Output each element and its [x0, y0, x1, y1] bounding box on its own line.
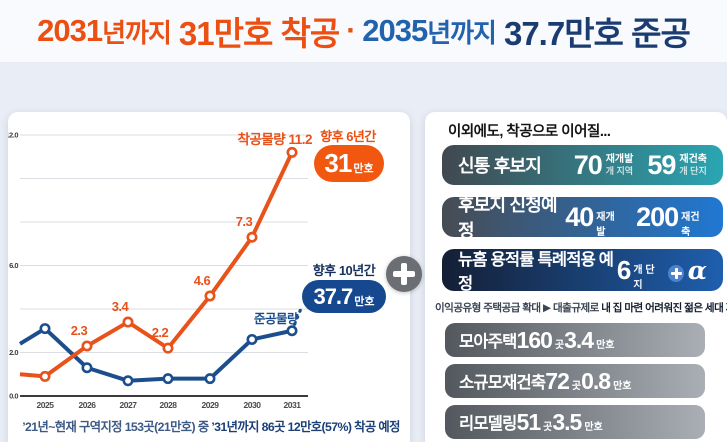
row2-reconstruction-count: 200	[636, 201, 679, 232]
badge-6yr-number: 31	[324, 148, 352, 178]
row1-g1-top: 재개발	[605, 154, 634, 166]
row1-reconstruction-unit: 재건축 개 단지	[679, 154, 707, 176]
row4-count: 160	[516, 326, 553, 353]
svg-text:2031: 2031	[284, 400, 302, 410]
row5-label: 소규모재건축	[459, 374, 546, 392]
footnote-bold: ’31년까지 86곳 12만호(57%) 착공 예정	[211, 420, 400, 434]
svg-text:12.0: 12.0	[8, 131, 18, 140]
row1-g2-top: 재건축	[679, 154, 707, 166]
title-completion-volume: 37.7만호 준공	[503, 15, 691, 52]
line-chart: 12.0 6.0 2.0 0.0 2025 2026 2027 2028 2029 2030 203…	[8, 131, 308, 410]
svg-text:4.6: 4.6	[194, 273, 211, 288]
row2-label: 후보지 신청예정	[458, 195, 558, 241]
title-start-volume: 31만호 착공	[178, 15, 340, 52]
plus-icon-horizontal-bar	[393, 271, 415, 277]
row-moa-housing: 모아주택 160 곳 3.4 만호	[445, 323, 705, 357]
svg-text:2027: 2027	[120, 400, 138, 410]
row3-alpha: α	[687, 255, 708, 285]
svg-text:2030: 2030	[244, 400, 262, 410]
row5-count-unit: 곳	[571, 380, 582, 392]
row6-count: 51	[516, 408, 542, 435]
row1-redevelopment-unit: 재개발 개 지역	[606, 154, 634, 176]
caption-bold: 내 집 마련 어려워진 젊은 세대 지원	[601, 302, 727, 314]
chart-footnote: ’21년~현재 구역지정 153곳(21만호) 중 ’31년까지 86곳 12만…	[14, 417, 408, 435]
title-year-2035: 2035	[362, 13, 428, 48]
badge-10yr-number: 37.7	[313, 283, 353, 309]
row6-label: 리모델링	[459, 415, 517, 433]
svg-text:2028: 2028	[160, 400, 178, 410]
row4-label: 모아주택	[459, 333, 517, 351]
plus-icon	[386, 256, 422, 292]
title-year-2031: 2031	[37, 13, 103, 48]
svg-text:7.3: 7.3	[236, 214, 253, 229]
profit-share-caption: 이익공유형 주택공급 확대 ▶ 대출규제로 내 집 마련 어려워진 젊은 세대 …	[435, 300, 727, 315]
row-small-reconstruction: 소규모재건축 72 곳 0.8 만호	[445, 364, 705, 398]
row4-amount: 3.4	[564, 326, 594, 353]
caption-normal: 이익공유형 주택공급 확대 ▶ 대출규제로	[435, 302, 602, 314]
badge-6yr-title: 향후 6년간	[320, 129, 376, 144]
row1-redevelopment-count: 70	[573, 149, 603, 180]
svg-text:2026: 2026	[79, 400, 97, 410]
svg-text:2.2: 2.2	[152, 325, 169, 340]
badge-6yr-unit: 만호	[353, 162, 374, 175]
row-sintong-candidates: 신통 후보지 70 재개발 개 지역 59 재건축 개 단지	[442, 145, 723, 185]
badge-10yr-unit: 만호	[354, 295, 375, 308]
row2-reconstruction-unit: 재건축	[681, 212, 700, 238]
row1-label: 신통 후보지	[458, 156, 542, 176]
badge-6yr-value: 31 만호	[314, 145, 384, 182]
row-remodeling: 리모델링 51 곳 3.5 만호	[445, 405, 705, 439]
footnote-normal: ’21년~현재 구역지정 153곳(21만호) 중	[22, 420, 212, 434]
row3-label: 뉴홈 용적률 특례적용 예정	[458, 251, 614, 293]
chart-label-start-series: 착공물량 11.2	[237, 132, 313, 147]
row2-redevelopment-unit: 재개발	[596, 212, 615, 238]
page-title: 2031 년까지 31만호 착공 · 2035 년까지 37.7만호 준공	[0, 0, 727, 62]
chart-card: 12.0 6.0 2.0 0.0 2025 2026 2027 2028 2029 2030 203…	[8, 112, 410, 442]
svg-text:2.3: 2.3	[71, 323, 88, 338]
row4-count-unit: 곳	[554, 339, 565, 351]
chart-label-complete-series: 준공물량	[254, 312, 299, 326]
title-until-2: 년까지	[427, 17, 497, 48]
row1-reconstruction-count: 59	[647, 149, 676, 180]
row-newhome-far-exception: 뉴홈 용적률 특례적용 예정 6 개 단지 α	[442, 249, 723, 293]
plus-alpha-icon	[667, 264, 684, 282]
pipeline-title: 이외에도, 착공으로 이어질...	[448, 124, 611, 140]
row5-amount: 0.8	[581, 367, 611, 394]
row3-unit: 개 단지	[633, 265, 655, 291]
row6-amount: 3.5	[552, 408, 582, 435]
title-separator-dot: ·	[346, 14, 356, 47]
row5-amount-unit: 만호	[613, 380, 632, 392]
row4-amount-unit: 만호	[596, 339, 615, 351]
title-until-1: 년까지	[102, 17, 172, 48]
svg-text:6.0: 6.0	[9, 261, 18, 270]
svg-text:2029: 2029	[202, 400, 220, 410]
row6-amount-unit: 만호	[584, 421, 603, 433]
row2-redevelopment-count: 40	[565, 201, 594, 232]
pipeline-card: 이외에도, 착공으로 이어질... 신통 후보지 70 재개발 개 지역 59 …	[425, 112, 727, 442]
svg-text:0.0: 0.0	[9, 392, 18, 401]
row1-g2-bottom: 개 단지	[679, 165, 707, 176]
row1-g1-bottom: 개 지역	[605, 165, 634, 176]
row-candidate-applications: 후보지 신청예정 40 재개발 200 재건축	[442, 195, 723, 241]
row5-count: 72	[545, 367, 570, 394]
badge-10yr-title: 향후 10년간	[312, 263, 376, 278]
row6-count-unit: 곳	[543, 421, 553, 433]
row3-count: 6	[616, 254, 632, 285]
svg-text:2.0: 2.0	[9, 348, 18, 357]
svg-text:3.4: 3.4	[112, 299, 130, 314]
svg-text:2025: 2025	[37, 400, 55, 410]
badge-10yr-value: 37.7 만호	[302, 280, 386, 313]
